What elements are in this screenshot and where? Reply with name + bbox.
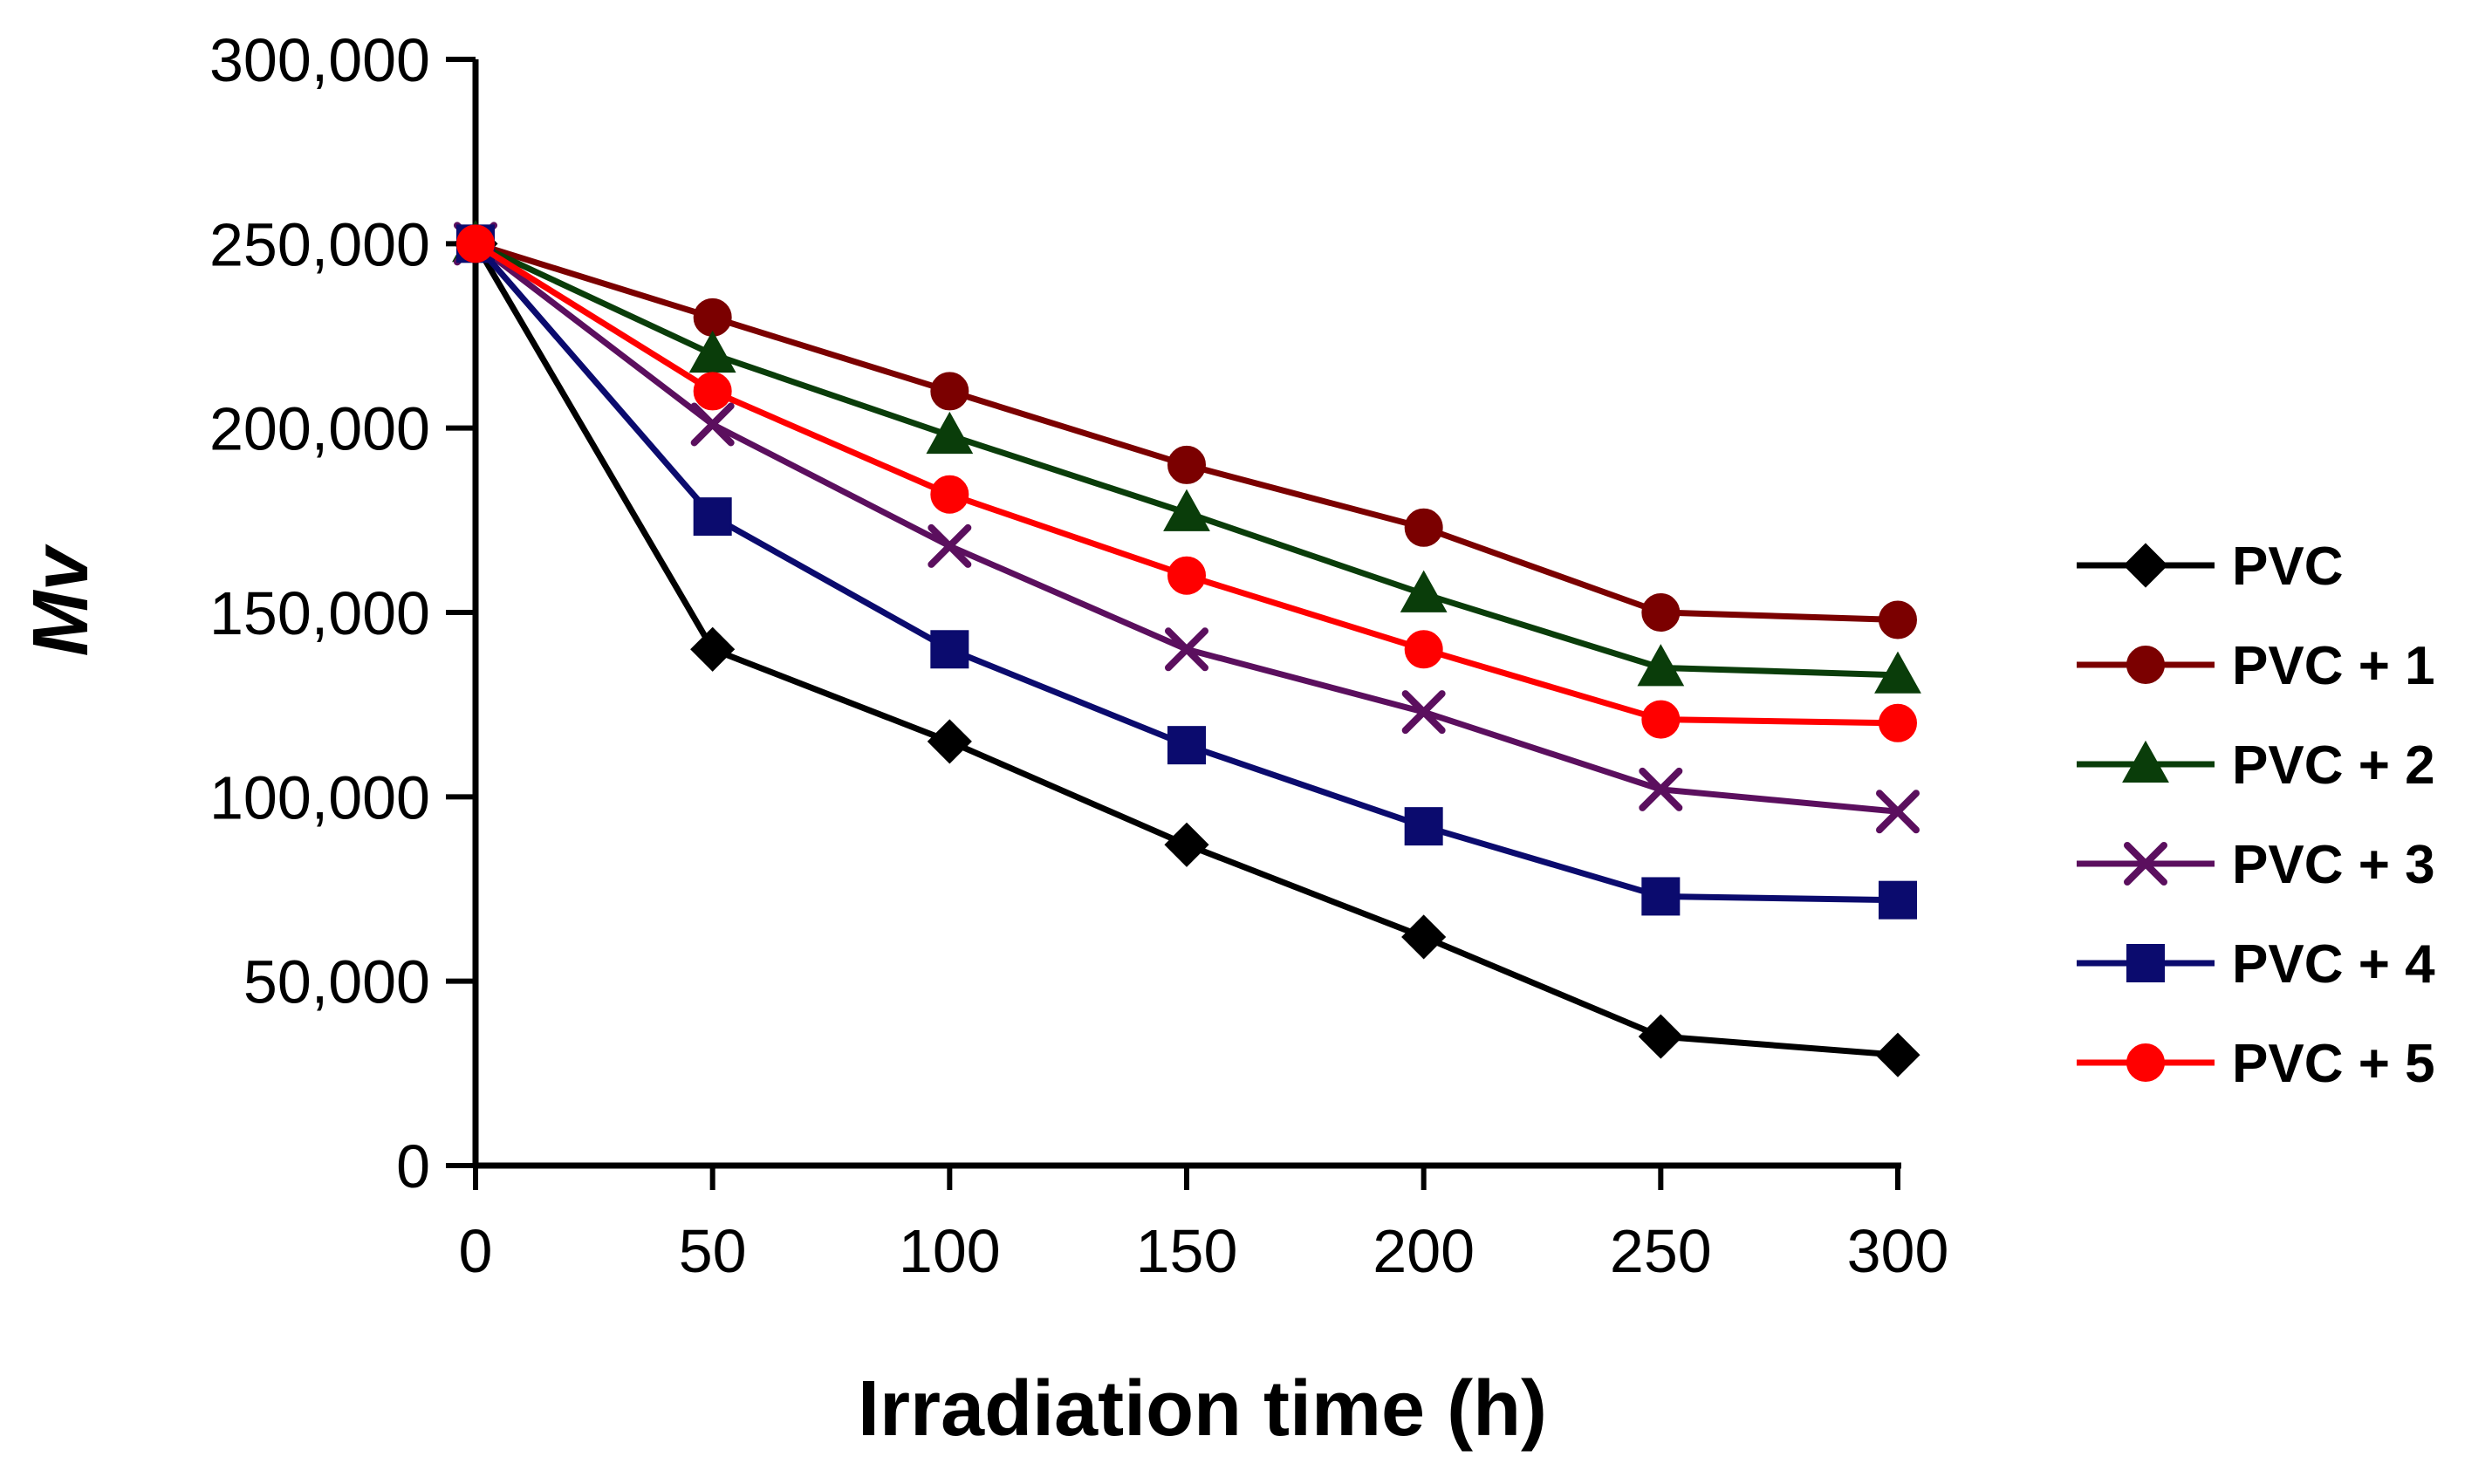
axes: 0 50,000 100,000 150,000 200,000 250,000 300,0… — [209, 26, 1948, 1285]
data-point-pvc-5 — [693, 372, 732, 411]
x-marker-stroke — [1639, 767, 1683, 811]
series-pvc-3 — [454, 222, 1920, 834]
legend-marker — [2126, 944, 2165, 982]
data-point-pvc-3 — [1876, 790, 1920, 834]
y-tick-label: 50,000 — [243, 948, 430, 1016]
data-point-pvc-5 — [456, 224, 495, 263]
legend-item-pvc-1: PVC + 1 — [2077, 636, 2435, 696]
legend-item-pvc-2: PVC + 2 — [2077, 735, 2435, 796]
data-point-pvc-5 — [1641, 700, 1681, 739]
y-tick-label: 200,000 — [209, 395, 430, 463]
x-tick-label: 50 — [679, 1217, 747, 1285]
data-point-pvc-4 — [1879, 880, 1917, 920]
data-point-pvc-4 — [1641, 877, 1681, 916]
x-tick-label: 250 — [1610, 1217, 1712, 1285]
y-tick-label: 300,000 — [209, 26, 430, 94]
legend-label: PVC + 5 — [2232, 1034, 2435, 1094]
legend-item-pvc-4: PVC + 4 — [2077, 934, 2435, 995]
legend-marker — [2126, 646, 2165, 684]
x-tick-label: 0 — [459, 1217, 493, 1285]
data-point-pvc-1 — [1167, 445, 1206, 484]
data-point-pvc-4 — [930, 630, 969, 669]
data-point-pvc — [1164, 822, 1209, 867]
data-point-pvc-1 — [693, 297, 732, 337]
legend-marker — [2122, 740, 2169, 783]
y-axis-title: Mv — [17, 544, 105, 657]
data-point-pvc-3 — [1401, 690, 1446, 735]
data-point-pvc — [1638, 1014, 1683, 1059]
data-point-pvc — [1401, 914, 1447, 960]
data-point-pvc-3 — [1639, 767, 1683, 811]
x-marker-stroke — [1876, 790, 1920, 834]
data-point-pvc-5 — [930, 475, 969, 514]
x-marker-stroke — [928, 523, 972, 568]
plot-series — [452, 220, 1921, 1077]
legend-item-pvc: PVC — [2077, 537, 2343, 597]
legend-label: PVC + 3 — [2232, 835, 2435, 895]
data-point-pvc-1 — [930, 372, 969, 411]
data-point-pvc — [1875, 1032, 1920, 1077]
x-marker-stroke — [690, 402, 735, 447]
data-point-pvc-5 — [1404, 630, 1443, 669]
y-tick-label: 150,000 — [209, 579, 430, 647]
data-point-pvc-2 — [1637, 644, 1685, 687]
x-tick-label: 100 — [899, 1217, 1001, 1285]
data-point-pvc-4 — [1167, 726, 1206, 765]
x-marker-stroke — [1165, 627, 1208, 672]
x-axis-title: Irradiation time (h) — [858, 1365, 1547, 1453]
legend-label: PVC + 1 — [2232, 636, 2435, 696]
x-marker-stroke — [2124, 842, 2167, 886]
data-point-pvc-5 — [1167, 556, 1206, 595]
x-tick-label: 200 — [1373, 1217, 1475, 1285]
data-point-pvc-2 — [926, 411, 974, 455]
y-tick-label: 100,000 — [209, 763, 430, 831]
legend-item-pvc-3: PVC + 3 — [2077, 835, 2435, 895]
legend-label: PVC — [2232, 537, 2343, 597]
x-tick-label: 300 — [1847, 1217, 1949, 1285]
data-point-pvc-2 — [1400, 570, 1448, 612]
legend: PVC PVC + 1 PVC + 2 PVC + 3 PVC + 4 PVC + 5 — [2077, 537, 2435, 1094]
x-marker-stroke — [1401, 690, 1446, 735]
data-point-pvc — [927, 719, 972, 764]
data-point-pvc-2 — [1163, 489, 1210, 531]
data-point-pvc-5 — [1879, 703, 1917, 742]
legend-marker — [2123, 543, 2168, 588]
data-point-pvc-3 — [1165, 627, 1208, 672]
data-point-pvc-3 — [690, 402, 735, 447]
legend-label: PVC + 2 — [2232, 735, 2435, 796]
data-point-pvc-1 — [1641, 593, 1681, 632]
legend-item-pvc-5: PVC + 5 — [2077, 1034, 2435, 1094]
y-tick-label: 0 — [396, 1132, 430, 1200]
legend-marker — [2124, 842, 2167, 886]
data-point-pvc-2 — [1874, 651, 1921, 694]
series-pvc-5 — [456, 224, 1917, 742]
legend-label: PVC + 4 — [2232, 934, 2435, 995]
data-point-pvc-1 — [1879, 600, 1917, 639]
legend-marker — [2126, 1043, 2165, 1082]
data-point-pvc-1 — [1404, 508, 1443, 547]
x-tick-label: 150 — [1136, 1217, 1238, 1285]
data-point-pvc-4 — [693, 497, 732, 537]
data-point-pvc-4 — [1404, 807, 1443, 846]
data-point-pvc — [690, 626, 736, 672]
y-tick-label: 250,000 — [209, 210, 430, 278]
data-point-pvc-2 — [688, 330, 736, 373]
data-point-pvc-3 — [928, 523, 972, 568]
